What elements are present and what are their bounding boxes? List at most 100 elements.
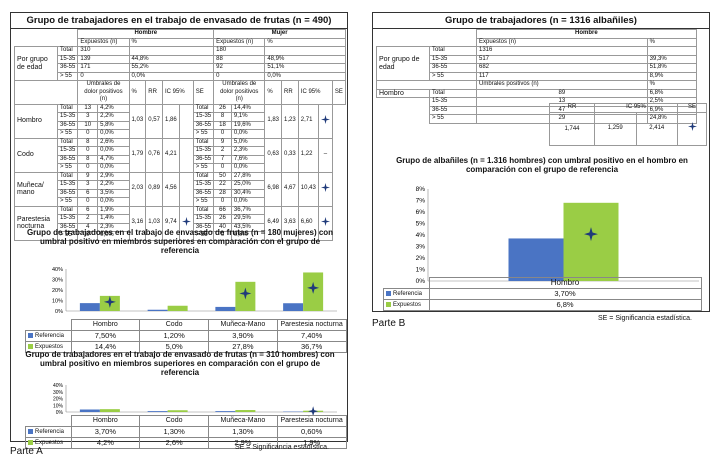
- legend-swatch: [386, 301, 391, 307]
- table-cell: 1,03: [128, 103, 147, 139]
- table-cell: 2: [77, 214, 99, 224]
- table-cell: 15-35: [192, 214, 215, 224]
- chart1-svg: 0% 10% 20% 30% 40%: [52, 267, 337, 315]
- table-cell: > 55: [192, 129, 215, 139]
- chart2-svg: 0%10%20%30%40%: [53, 383, 337, 416]
- data-value-label: 3,90%: [208, 330, 278, 342]
- table-cell: 3: [77, 112, 99, 122]
- chart2-legend-table: Hombro Codo Muñeca-Mano Parestesia nocturna…: [25, 415, 347, 449]
- table-cell: 26: [213, 214, 232, 224]
- table-cell: 4,2%: [97, 103, 130, 113]
- table-cell: 0,0%: [97, 197, 130, 207]
- data-value-label: 5,0%: [139, 341, 209, 353]
- x-category-label: Hombro: [428, 277, 702, 289]
- bar-referencia: [147, 309, 168, 311]
- table-cell: 36-55: [56, 154, 79, 164]
- table-row: Expuestos 4,2% 2,6% 2,9% 1,9%: [25, 437, 347, 449]
- y-tick-label: 10%: [52, 299, 63, 305]
- chart1-legend-table: Hombro Codo Muñeca-Mano Parestesia nocturna…: [25, 319, 347, 353]
- bar-referencia: [215, 306, 236, 311]
- table-cell: 0: [77, 163, 99, 173]
- chart2-title: Grupo de trabajadores en el trabajo de e…: [25, 350, 335, 377]
- table-cell: 26: [213, 103, 232, 113]
- legend-label: Referencia: [35, 333, 65, 339]
- table-cell: Total: [192, 171, 215, 181]
- table-row: RR IC 95% SE: [549, 103, 707, 113]
- table-cell: 44,8%: [128, 54, 215, 64]
- table-cell: > 55: [192, 197, 215, 207]
- table-cell: [377, 30, 477, 47]
- table-row: Hombro Total 89 6,8%: [376, 88, 709, 98]
- data-value-label: 3,70%: [70, 426, 141, 438]
- table-cell: 117: [476, 71, 648, 81]
- y-tick-label: 4%: [416, 232, 426, 239]
- table-cell: RR: [281, 80, 299, 105]
- table-row: > 55 0 0,0% 0 0,0%: [15, 71, 346, 81]
- table-cell: SE: [677, 103, 707, 113]
- table-cell: 682: [476, 63, 648, 73]
- y-tick-label: 30%: [53, 390, 64, 396]
- table-cell: 8: [213, 112, 232, 122]
- legend-swatch: [28, 343, 33, 349]
- data-value-label: 27,8%: [208, 341, 278, 353]
- data-value-label: 0,60%: [276, 426, 347, 438]
- table-cell: 0,0%: [128, 71, 215, 81]
- table-row: Hombro Total 13 4,2% 1,03 0,57 1,86 Total 26 14,4…: [14, 103, 346, 139]
- table-cell: 1,4%: [97, 214, 130, 224]
- table-row: Hombro Codo Muñeca-Mano Parestesia nocturna: [26, 415, 347, 427]
- x-category-label: Codo: [139, 415, 209, 427]
- bar-referencia: [147, 411, 168, 412]
- table-cell: [264, 46, 346, 56]
- significance-star-icon: [320, 216, 330, 226]
- table-cell: 0,0%: [97, 231, 130, 241]
- table-cell: Parestesia nocturna: [14, 205, 58, 241]
- table-cell: [128, 46, 215, 56]
- table-cell: 15-35: [429, 54, 477, 64]
- y-tick-label: 7%: [416, 198, 426, 205]
- table-cell: 0: [213, 163, 232, 173]
- table-cell: SE: [192, 80, 215, 105]
- table-row: Muñeca/ mano Total 9 2,9% 2,03 0,89 4,56 Total 5…: [14, 171, 346, 207]
- y-tick-label: 2%: [416, 255, 426, 262]
- table-cell: 1,744: [549, 111, 595, 146]
- legend-swatch: [28, 439, 33, 445]
- table-cell: 310: [77, 46, 130, 56]
- table-cell: 2,2%: [97, 180, 130, 190]
- table-cell: 36,7%: [230, 205, 266, 215]
- data-value-label: 1,9%: [276, 437, 347, 449]
- y-tick-label: 3%: [416, 244, 426, 251]
- table-cell: [377, 98, 430, 107]
- table-row: Codo Total 8 2,6% 1,79 0,76 4,21 Total 9 5,0% 0,63…: [14, 137, 346, 173]
- table-row: Expuestos 14,4% 5,0% 27,8% 36,7%: [25, 341, 347, 353]
- legend-label: Expuestos: [35, 440, 64, 446]
- table-cell: > 55: [192, 231, 215, 241]
- table-cell: 15-35: [192, 180, 215, 190]
- table-cell: 66: [213, 205, 232, 215]
- significance-star-icon: [320, 114, 330, 124]
- table-cell: 4,7%: [97, 154, 130, 164]
- table-cell: 2,03: [128, 171, 147, 207]
- table-cell: 6,60: [297, 205, 319, 241]
- table-cell: 8: [77, 154, 99, 164]
- table-cell: 0,0%: [230, 163, 266, 173]
- table-cell: 2,9%: [97, 171, 130, 181]
- table-cell: > 55: [56, 231, 79, 241]
- table-cell: 0: [213, 129, 232, 139]
- table-cell: 4,21: [162, 137, 180, 173]
- table-row: Hombro: [384, 277, 702, 289]
- y-tick-label: 0%: [56, 410, 64, 416]
- table-cell: 6: [77, 205, 99, 215]
- part-a-label: Parte A: [10, 446, 43, 457]
- x-category-label: Hombro: [70, 415, 141, 427]
- data-value-label: 7,50%: [70, 330, 141, 342]
- table-cell: 89: [476, 88, 648, 98]
- table-cell: 10,43: [297, 171, 319, 207]
- table-cell: [15, 30, 78, 47]
- table-cell: 22: [213, 180, 232, 190]
- table-cell: 51,8%: [646, 63, 697, 73]
- data-value-label: 1,20%: [139, 330, 209, 342]
- table-cell: 9: [77, 171, 99, 181]
- table-row: > 55 0 0,0% > 55 0 0,0%: [15, 129, 346, 139]
- table-cell: Total: [192, 205, 215, 215]
- bar-referencia: [79, 409, 100, 412]
